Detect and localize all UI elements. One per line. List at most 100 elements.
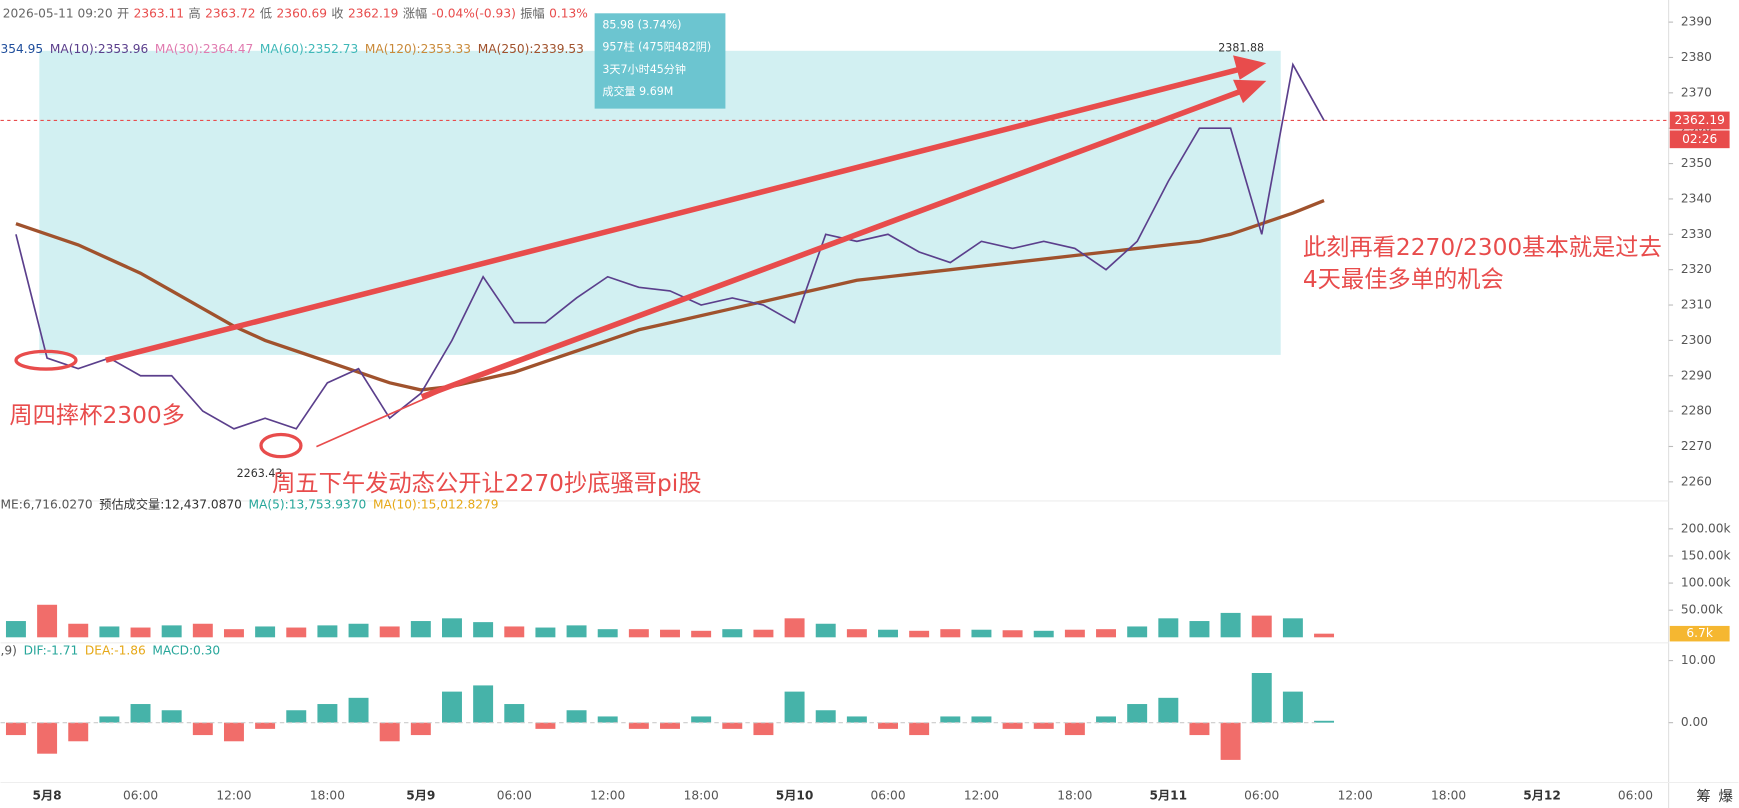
measure-info: [594, 13, 726, 109]
macd-bar: [99, 716, 120, 723]
volume-bar: [1127, 626, 1148, 638]
annotation: 周五下午发动态公开让2270抄底骚哥pi股: [272, 470, 701, 497]
volume-bar: [878, 629, 898, 638]
volume-bar: [1282, 618, 1303, 638]
header-item: 低: [260, 6, 272, 20]
y-tick-label: 2330: [1681, 227, 1712, 241]
volume-bar: [255, 626, 276, 638]
volume-bar: [473, 622, 494, 638]
legend-item: MA(60):2352.73: [260, 41, 358, 55]
high-mark: 2381.88: [1218, 42, 1264, 55]
measure-text: 85.98 (3.74%): [602, 18, 681, 31]
macd-bar: [255, 722, 276, 729]
volume-bar: [68, 623, 89, 638]
volume-bar: [317, 625, 338, 638]
annotation: 周四摔杯2300多: [9, 402, 185, 429]
volume-bar: [566, 625, 587, 638]
x-tick-label: 5月9: [406, 788, 435, 802]
y-tick-label: 2320: [1681, 262, 1712, 276]
annotation-layer: 周四摔杯2300多 周五下午发动态公开让2270抄底骚哥pi股 此刻再看2270…: [9, 55, 1734, 805]
macd-bar: [379, 722, 400, 742]
macd-bar: [753, 722, 774, 736]
macd-bar: [566, 710, 587, 723]
y-tick-label: 2260: [1681, 474, 1712, 488]
macd-bar: [784, 691, 805, 723]
volume-bar: [691, 630, 712, 638]
volume-bar: [1033, 630, 1054, 638]
x-tick-label: 18:00: [1431, 788, 1466, 802]
toolbar-icon[interactable]: 筹: [1696, 788, 1710, 805]
x-tick-label: 06:00: [497, 788, 532, 802]
header-item: 开: [117, 6, 129, 20]
volume-bar: [5, 621, 26, 638]
x-tick-label: 12:00: [964, 788, 999, 802]
volume-bar: [99, 626, 120, 638]
x-tick-label: 12:00: [590, 788, 625, 802]
volume-bar: [1314, 633, 1335, 638]
volume-bar: [223, 629, 244, 638]
price-line: [15, 62, 1325, 430]
countdown: 02:26: [1682, 132, 1717, 146]
header-item: 收: [331, 6, 343, 20]
measure-text: 成交量 9.69M: [602, 84, 673, 98]
header-item: 2026-05-11 09:20: [3, 6, 113, 20]
volume-bar: [597, 629, 618, 638]
circle-mark: [259, 432, 303, 459]
toolbar-icon[interactable]: 爆: [1719, 788, 1734, 805]
macd-bar: [940, 716, 961, 723]
volume-bar: [348, 623, 369, 638]
y-tick-label: 2310: [1681, 298, 1712, 312]
macd-bar: [192, 722, 213, 736]
macd-bar: [286, 710, 307, 723]
legend: 354.95 MA(10):2353.96 MA(30):2364.47 MA(60)…: [1, 41, 584, 55]
macd-bar: [130, 704, 151, 723]
volume-bar: [722, 629, 743, 638]
last-price-label: 2362.19: [1674, 113, 1724, 127]
x-tick-label: 5月11: [1149, 788, 1187, 802]
header-item: 2360.69: [277, 6, 327, 20]
annotation: 此刻再看2270/2300基本就是过去: [1303, 234, 1662, 261]
macd-bar: [909, 722, 930, 736]
arrow-head: [1233, 79, 1267, 104]
y-tick-label: 2380: [1681, 50, 1712, 64]
volume-bar: [130, 627, 151, 638]
volume-bar: [1096, 629, 1117, 638]
macd-bar: [878, 722, 898, 729]
line: [316, 389, 445, 448]
macd-bar: [535, 722, 556, 729]
legend-item: DEA:-1.86: [85, 643, 146, 657]
x-tick-label: 18:00: [1057, 788, 1092, 802]
volume-bar: [192, 623, 213, 638]
macd-bar: [161, 710, 182, 723]
macd-bar: [1096, 716, 1117, 723]
volume-bar: [1002, 630, 1023, 638]
x-tick-label: 5月12: [1523, 788, 1561, 802]
macd-bar: [1282, 691, 1303, 723]
macd-bar: [660, 722, 680, 729]
volume-bar: [971, 629, 992, 638]
current-volume-box: [1669, 625, 1730, 642]
volume-bar: [784, 618, 805, 638]
y-tick-label: 50.00k: [1681, 603, 1724, 617]
macd-bar: [1064, 722, 1085, 736]
volume-bar: [410, 621, 431, 638]
x-tick-label: 5月8: [33, 788, 62, 802]
volume-bar: [660, 629, 680, 638]
header-item: 2363.11: [134, 6, 184, 20]
arrow-head: [1233, 55, 1267, 80]
x-tick-label: 06:00: [1618, 788, 1653, 802]
macd-bar: [317, 704, 338, 723]
x-tick-label: 06:00: [870, 788, 905, 802]
arrow: [420, 88, 1243, 400]
volume-bar: [940, 629, 961, 638]
legend-item: MA(10):15,012.8279: [373, 497, 499, 511]
macd-bar: [223, 722, 244, 742]
annotation: 4天最佳多单的机会: [1303, 266, 1504, 293]
macd-bar: [5, 722, 26, 736]
x-tick-label: 5月10: [776, 788, 814, 802]
data-layer: 2026-05-11 09:20 开 2363.11 高 2363.72 低 2360.69…: [1, 5, 1732, 803]
legend-item: MA(10):2353.96: [50, 41, 148, 55]
legend-item: MACD:0.30: [152, 643, 220, 657]
